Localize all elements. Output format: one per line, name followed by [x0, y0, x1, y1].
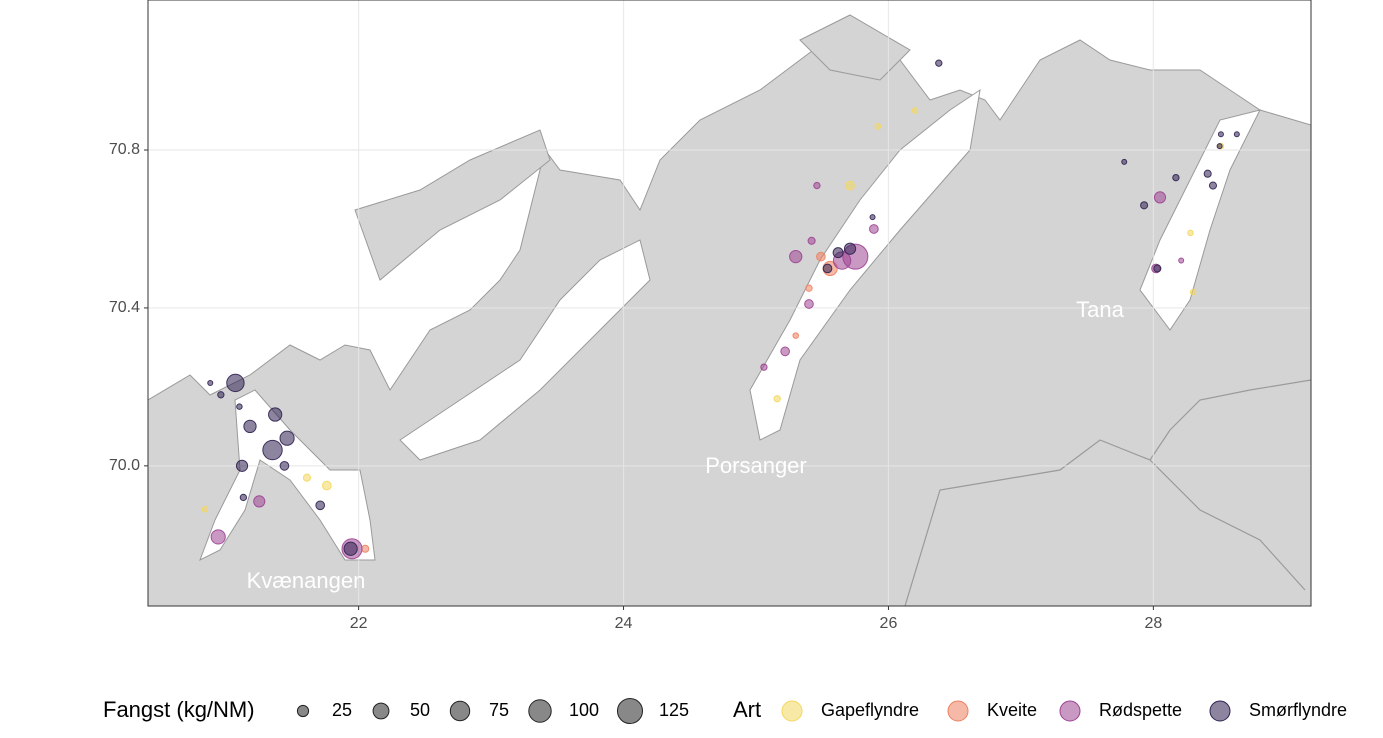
size-legend-label: 50	[410, 700, 430, 720]
color-legend-title: Art	[733, 697, 761, 722]
x-tick-label: 22	[350, 615, 368, 632]
mainland	[148, 29, 1311, 606]
size-legend-key	[616, 697, 644, 725]
data-point	[789, 249, 803, 264]
size-legend-key	[449, 700, 471, 722]
region-label: Tana	[1076, 297, 1124, 322]
data-point	[315, 500, 326, 511]
data-point	[279, 461, 290, 471]
data-point	[911, 107, 919, 114]
y-tick-label: 70.4	[109, 299, 140, 316]
x-tick-label: 28	[1144, 615, 1162, 632]
size-legend-key	[372, 702, 390, 720]
legend-label: Kveite	[987, 700, 1037, 720]
x-tick-label: 24	[615, 615, 633, 632]
data-point	[253, 495, 266, 508]
region-label: Kvænangen	[247, 568, 366, 593]
data-point	[343, 541, 358, 556]
size-legend-key	[296, 704, 310, 718]
grid	[148, 0, 1311, 606]
data-point	[262, 439, 283, 461]
border-line	[1149, 379, 1311, 461]
data-point	[210, 529, 226, 545]
data-point	[1140, 201, 1149, 210]
sea-channel	[399, 239, 651, 461]
data-point	[780, 346, 790, 357]
data-point	[1178, 257, 1185, 264]
legend: Fangst (kg/NM) 25 50 75 100 125 Art Gapeflyndre…	[103, 697, 1347, 725]
data-point	[1172, 173, 1180, 182]
size-legend-key	[528, 699, 552, 723]
size-legend-title: Fangst (kg/NM)	[103, 697, 255, 722]
border-line	[904, 439, 1306, 606]
data-point	[832, 247, 844, 259]
legend-key	[947, 700, 969, 722]
data-point	[1217, 131, 1224, 138]
data-point	[845, 180, 855, 191]
data-point	[1203, 169, 1212, 178]
tana-fjord	[1139, 109, 1261, 331]
legend-key	[1059, 700, 1081, 722]
data-point	[813, 181, 821, 190]
annotations: Kvænangen Porsanger Tana	[247, 297, 1125, 593]
data-point	[279, 430, 295, 446]
region-label: Porsanger	[705, 453, 807, 478]
data-point	[816, 251, 826, 262]
island	[354, 129, 551, 281]
data-point	[1189, 288, 1197, 296]
data-point	[217, 391, 225, 399]
data-point	[1187, 229, 1194, 237]
data-point	[807, 236, 816, 245]
size-legend-label: 125	[659, 700, 689, 720]
kvaenangen-fjord	[199, 389, 376, 562]
data-point	[760, 363, 768, 371]
y-tick-label: 70.8	[109, 141, 140, 158]
x-tick-label: 26	[880, 615, 898, 632]
data-point	[1121, 158, 1128, 165]
data-point	[935, 59, 943, 67]
data-point	[805, 284, 813, 292]
data-point	[792, 332, 799, 339]
size-legend-label: 100	[569, 700, 599, 720]
data-point	[822, 263, 833, 274]
data-point	[869, 214, 876, 221]
data-point	[773, 395, 781, 403]
points	[201, 59, 1240, 560]
data-point	[361, 544, 370, 553]
data-point	[239, 493, 248, 502]
panel-border	[147, 0, 1312, 607]
data-point	[321, 480, 332, 491]
data-point	[874, 123, 882, 130]
legend-label: Smørflyndre	[1249, 700, 1347, 720]
data-point	[1153, 264, 1162, 273]
data-point	[236, 403, 243, 410]
size-legend-label: 75	[489, 700, 509, 720]
data-point	[243, 419, 257, 434]
legend-key	[1209, 700, 1231, 722]
data-point	[843, 242, 857, 255]
data-point	[201, 506, 209, 513]
legend-label: Rødspette	[1099, 700, 1182, 720]
size-legend-label: 25	[332, 700, 352, 720]
data-point	[1153, 191, 1167, 204]
data-point	[302, 473, 311, 482]
data-point	[268, 407, 283, 422]
legend-key	[781, 700, 803, 722]
data-point	[869, 224, 879, 234]
data-point	[804, 299, 814, 309]
axes: 22 24 26 28 70.0 70.4 70.8	[109, 141, 1163, 632]
data-point	[235, 459, 249, 472]
legend-label: Gapeflyndre	[821, 700, 919, 720]
data-point	[226, 373, 245, 393]
data-point	[1233, 131, 1240, 138]
data-point	[207, 379, 214, 386]
basemap: Kvænangen Porsanger Tana	[148, 0, 1311, 606]
y-tick-label: 70.0	[109, 457, 140, 474]
data-point	[1208, 181, 1218, 190]
data-point	[1216, 143, 1223, 150]
island	[799, 14, 911, 81]
